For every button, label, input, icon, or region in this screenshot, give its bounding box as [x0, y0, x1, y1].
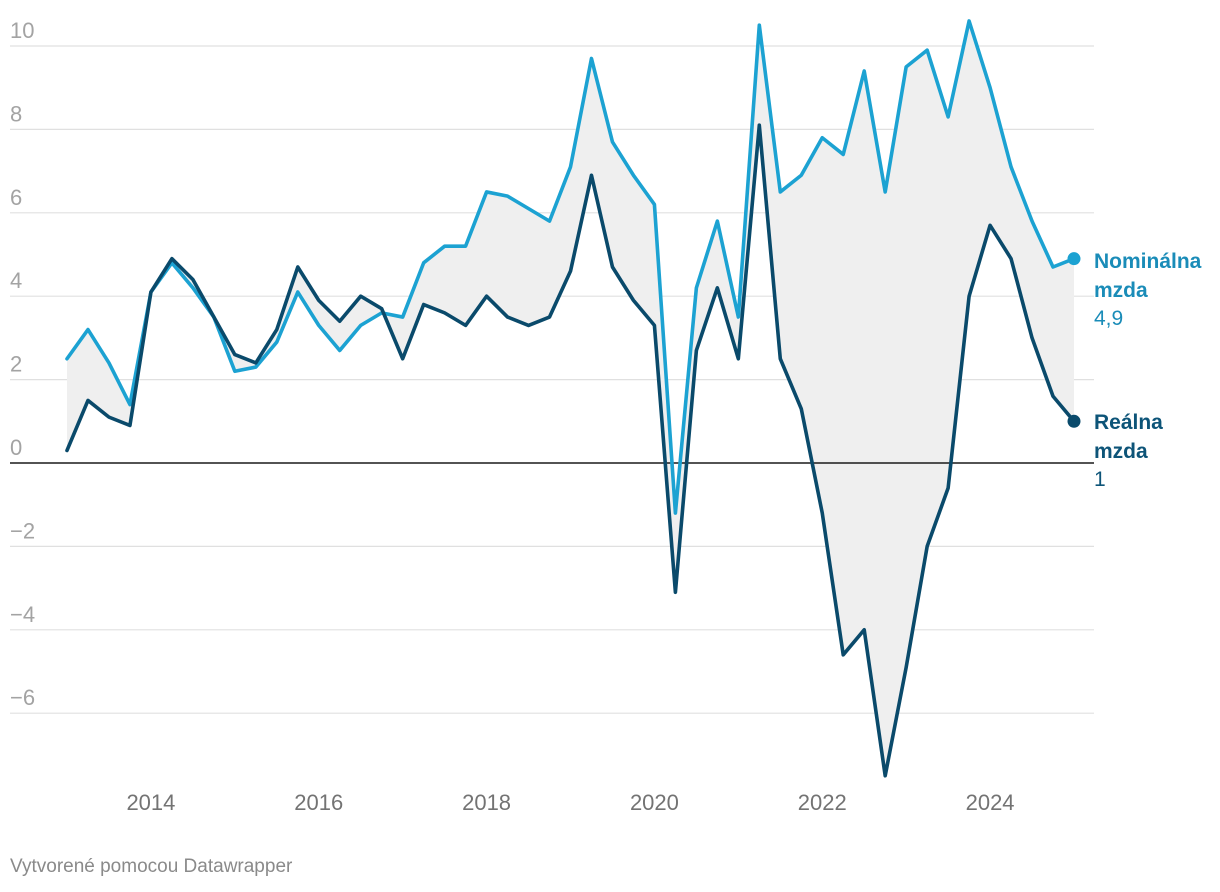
series-lines — [65, 19, 1081, 778]
real-label-line1: Reálna — [1094, 411, 1163, 434]
y-axis-labels: 10 8 6 4 2 0 −2 −4 −6 — [10, 18, 35, 710]
y-tick-label: 4 — [10, 268, 22, 293]
x-tick-label: 2018 — [462, 790, 511, 815]
real-end-value: 1 — [1094, 468, 1106, 491]
y-tick-label: 2 — [10, 352, 22, 377]
y-tick-label: 0 — [10, 435, 22, 460]
nominal-wage-line — [65, 19, 1076, 515]
x-axis-labels: 2014 2016 2018 2020 2022 2024 — [126, 790, 1014, 815]
nominal-label-line2: mzda — [1094, 279, 1148, 302]
x-tick-label: 2016 — [294, 790, 343, 815]
x-tick-label: 2022 — [798, 790, 847, 815]
real-label-line2: mzda — [1094, 440, 1148, 463]
x-tick-label: 2024 — [966, 790, 1015, 815]
y-tick-label: −4 — [10, 602, 35, 627]
y-tick-label: −6 — [10, 685, 35, 710]
series-end-labels: Nominálna mzda 4,9 Reálna mzda 1 — [1094, 250, 1202, 491]
real-wage-line — [65, 123, 1076, 778]
y-tick-label: −2 — [10, 518, 35, 543]
datawrapper-credit: Vytvorené pomocou Datawrapper — [10, 856, 293, 877]
range-area-between-series — [67, 20, 1074, 776]
x-tick-label: 2014 — [126, 790, 175, 815]
y-tick-label: 6 — [10, 185, 22, 210]
nominal-end-value: 4,9 — [1094, 307, 1123, 330]
y-tick-label: 8 — [10, 101, 22, 126]
x-tick-label: 2020 — [630, 790, 679, 815]
y-tick-label: 10 — [10, 18, 34, 43]
real-end-dot — [1067, 414, 1081, 428]
nominal-end-dot — [1067, 252, 1081, 266]
nominal-label-line1: Nominálna — [1094, 250, 1202, 273]
